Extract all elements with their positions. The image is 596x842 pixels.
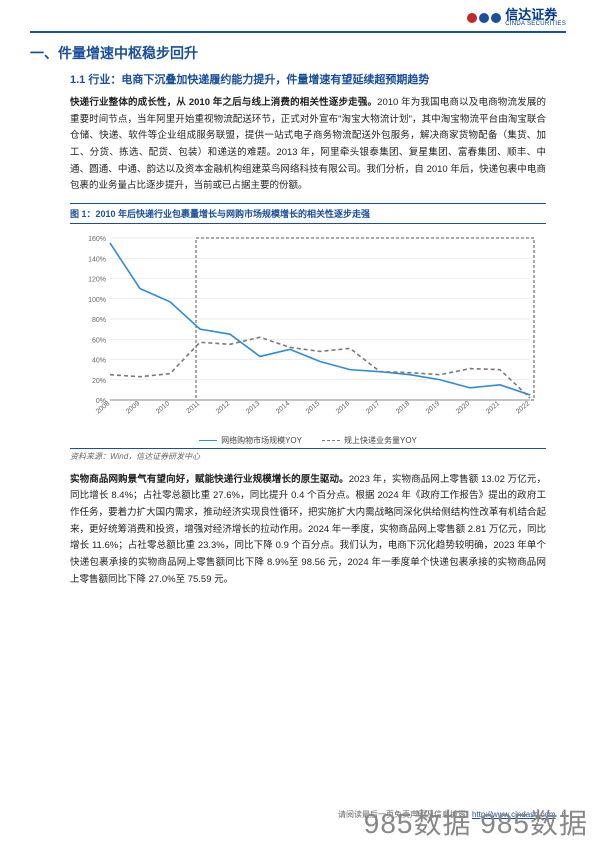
svg-text:2022: 2022	[515, 400, 532, 415]
section-heading-2: 1.1 行业：电商下沉叠加快递履约能力提升，件量增速有望延续超预期趋势	[70, 71, 546, 87]
legend-label: 网络购物市场规模YOY	[221, 435, 302, 446]
brand-logo: 信达证券 CINDA SECURITIES	[467, 8, 566, 27]
svg-text:20%: 20%	[92, 378, 106, 385]
legend-swatch	[322, 440, 340, 441]
header-rule	[30, 31, 566, 33]
svg-text:100%: 100%	[88, 297, 106, 304]
header: 信达证券 CINDA SECURITIES	[0, 0, 596, 31]
svg-text:2017: 2017	[365, 400, 382, 415]
section-heading-1: 一、件量增速中枢稳步回升	[30, 43, 546, 63]
svg-text:2019: 2019	[425, 400, 442, 415]
logo-dot	[491, 13, 501, 23]
svg-text:2021: 2021	[485, 400, 502, 415]
paragraph-2-body: 2023 年，实物商品网上零售额 13.02 万亿元，同比增长 8.4%；占社零…	[70, 474, 546, 585]
svg-text:80%: 80%	[92, 317, 106, 324]
paragraph-2: 实物商品网购景气有望向好，赋能快递行业规模增长的原生驱动。2023 年，实物商品…	[70, 472, 546, 588]
legend-swatch	[199, 440, 217, 441]
paragraph-1: 快递行业整体的成长性，从 2010 年之后与线上消费的相关性逐步走强。2010 …	[70, 95, 546, 195]
svg-text:2012: 2012	[215, 400, 232, 415]
svg-text:160%: 160%	[88, 236, 106, 243]
figure-1-chart: 0%20%40%60%80%100%120%140%160%2008200920…	[70, 230, 546, 446]
svg-text:2016: 2016	[335, 400, 352, 415]
legend-label: 规上快递业务量YOY	[344, 435, 417, 446]
svg-text:60%: 60%	[92, 337, 106, 344]
figure-1-source: 资料来源：Wind，信达证券研发中心	[70, 448, 546, 462]
svg-text:2015: 2015	[305, 400, 322, 415]
watermark: 985数据 985数据	[364, 802, 588, 842]
legend-item: 网络购物市场规模YOY	[199, 435, 302, 446]
figure-1-title: 图 1：2010 年后快递行业包裹量增长与网购市场规模增长的相关性逐步走强	[70, 203, 546, 224]
svg-text:140%: 140%	[88, 256, 106, 263]
main-content: 一、件量增速中枢稳步回升 1.1 行业：电商下沉叠加快递履约能力提升，件量增速有…	[0, 43, 596, 588]
svg-text:40%: 40%	[92, 357, 106, 364]
svg-text:2009: 2009	[125, 400, 142, 415]
logo-text-cn: 信达证券	[505, 8, 566, 21]
svg-text:120%: 120%	[88, 276, 106, 283]
paragraph-2-lead: 实物商品网购景气有望向好，赋能快递行业规模增长的原生驱动。	[70, 474, 349, 485]
legend-item: 规上快递业务量YOY	[322, 435, 417, 446]
logo-dots	[467, 13, 501, 23]
chart-legend: 网络购物市场规模YOY 规上快递业务量YOY	[70, 435, 546, 446]
svg-text:2010: 2010	[155, 400, 172, 415]
svg-text:2011: 2011	[185, 400, 201, 415]
svg-text:2014: 2014	[275, 400, 292, 415]
logo-text-en: CINDA SECURITIES	[505, 21, 566, 27]
logo-dot	[467, 13, 477, 23]
paragraph-1-body: 2010 年为我国电商以及电商物流发展的重要时间节点，当年阿里开始重视物流配送环…	[70, 97, 546, 191]
logo-dot	[479, 13, 489, 23]
svg-text:2020: 2020	[455, 400, 472, 415]
svg-text:2013: 2013	[245, 400, 262, 415]
paragraph-1-lead: 快递行业整体的成长性，从 2010 年之后与线上消费的相关性逐步走强。	[70, 97, 377, 108]
svg-text:2018: 2018	[395, 400, 412, 415]
line-chart: 0%20%40%60%80%100%120%140%160%2008200920…	[70, 230, 540, 430]
